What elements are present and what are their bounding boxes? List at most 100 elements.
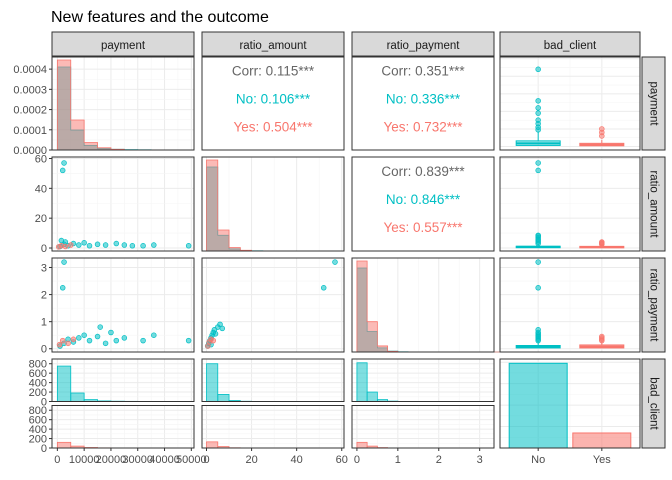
scatter-point-no: [185, 337, 192, 344]
strip-col-payment: [51, 31, 195, 57]
scatter-point-yes: [210, 337, 217, 344]
scatter-point-no: [86, 337, 93, 344]
hist-panel-ratio-payment-no: [351, 358, 495, 402]
y-tick-label: 1: [41, 317, 47, 329]
box-outlier-no: [535, 98, 541, 104]
strip-col-label: ratio_payment: [387, 40, 461, 52]
panel-border: [51, 358, 195, 402]
x-tick-label: 50000: [176, 454, 207, 466]
scatter-point-no: [151, 242, 157, 248]
panel-border: [201, 257, 345, 353]
scatter-point-no: [94, 333, 101, 340]
strip-col-ratio-amount: [201, 31, 345, 57]
y-tick-label: 800: [29, 405, 47, 417]
corr-yes: Yes: 0.732***: [383, 119, 463, 134]
x-tick-label: 10000: [69, 454, 100, 466]
y-tick-label: 0: [41, 443, 47, 455]
box-outlier-no: [535, 232, 541, 239]
box-outlier-no: [535, 259, 541, 265]
x-tick-label: 3: [477, 454, 483, 466]
panel-border: [351, 56, 495, 151]
box-outlier-no: [535, 105, 541, 111]
scatter-point-no: [108, 329, 114, 336]
y-tick-label: 200: [29, 387, 47, 399]
scatter-point-yes: [59, 337, 66, 344]
y-tick-label: 400: [29, 378, 47, 390]
strip-row-label: bad_client: [647, 377, 659, 430]
corr-panel-payment-ratio-amount: Corr: 0.115*** No: 0.106*** Yes: 0.504***: [201, 56, 345, 151]
hist-panel-ratio-amount-no: [201, 358, 345, 402]
panel-border: [351, 405, 495, 449]
hist-bar-no: [206, 363, 219, 402]
x-tick-label: 1: [395, 454, 401, 466]
x-tick-label: 60: [336, 454, 348, 466]
box-outlier-yes: [599, 239, 605, 245]
hist-bar-no: [356, 362, 368, 402]
y-tick-label: 60: [35, 153, 47, 165]
strip-row-ratio-payment: [641, 257, 666, 353]
panel-background: [202, 405, 344, 448]
y-tick-label: 800: [29, 359, 47, 371]
strip-row-payment: [641, 56, 666, 151]
hist-panel-ratio-payment-yes: [351, 405, 495, 449]
panel-border: [351, 156, 495, 252]
hist-bar-yes: [206, 441, 219, 449]
scatter-point-no: [113, 240, 120, 247]
scatter-point-no: [102, 242, 109, 248]
box-outlier-no: [535, 167, 541, 174]
scatter-point-no: [76, 335, 82, 341]
y-tick-label: 0.0001: [13, 125, 47, 137]
scatter-panel-ratio-payment-payment: [51, 257, 195, 353]
y-tick-label: 2: [41, 290, 47, 302]
x-tick-label: 0: [203, 454, 209, 466]
corr-yes: Yes: 0.504***: [233, 119, 313, 134]
box-outlier-no: [535, 160, 541, 166]
y-tick-label: 3: [41, 262, 47, 274]
scatter-point-no: [217, 321, 223, 328]
bar-no: [508, 362, 568, 449]
chart-title: New features and the outcome: [51, 9, 269, 26]
strip-row-ratio-amount: [641, 156, 666, 252]
panel-background: [202, 258, 344, 352]
x-tick-label: 40000: [149, 454, 180, 466]
box-outlier-no: [535, 110, 541, 116]
panel-border: [499, 156, 641, 252]
strip-col-ratio-payment: [351, 31, 495, 57]
scatter-point-yes: [62, 243, 69, 250]
scatter-point-no: [97, 324, 103, 330]
scatter-point-no: [151, 332, 157, 338]
panel-border: [351, 257, 495, 353]
box-outlier-no: [535, 327, 541, 333]
corr-no: No: 0.336***: [386, 92, 461, 107]
corr-no: No: 0.846***: [386, 192, 461, 207]
panel-background: [52, 157, 194, 251]
x-tick-label: Yes: [593, 454, 611, 466]
strip-row-label: ratio_payment: [647, 269, 659, 343]
scatter-point-no: [59, 167, 66, 174]
scatter-point-no: [62, 239, 69, 245]
scatter-point-no: [129, 243, 136, 249]
scatter-point-no: [185, 243, 192, 249]
corr-overall: Corr: 0.351***: [381, 64, 465, 79]
scatter-point-no: [113, 337, 120, 344]
scatter-point-no: [61, 160, 67, 166]
scatter-point-no: [121, 242, 128, 248]
scatter-point-no: [81, 332, 87, 338]
y-tick-label: 400: [29, 424, 47, 436]
hist-panel-payment-yes: [51, 405, 195, 449]
scatter-point-no: [76, 242, 82, 248]
panel-background: [202, 57, 344, 150]
scatter-point-no: [61, 259, 67, 265]
scatter-point-no: [86, 243, 93, 249]
y-tick-label: 0.0002: [13, 105, 47, 117]
box-outlier-no: [535, 285, 541, 291]
box-panel-payment: [499, 56, 641, 151]
bar-panel-bad-client: [499, 358, 641, 449]
panel-border: [51, 56, 195, 151]
strip-row-bad-client: [641, 358, 666, 449]
y-tick-label: 40: [35, 183, 47, 195]
panel-background: [352, 157, 494, 251]
density-panel-ratio-payment: [351, 257, 501, 353]
panels-layer: payment ratio_amount ratio_payment bad_clie…: [13, 31, 666, 466]
